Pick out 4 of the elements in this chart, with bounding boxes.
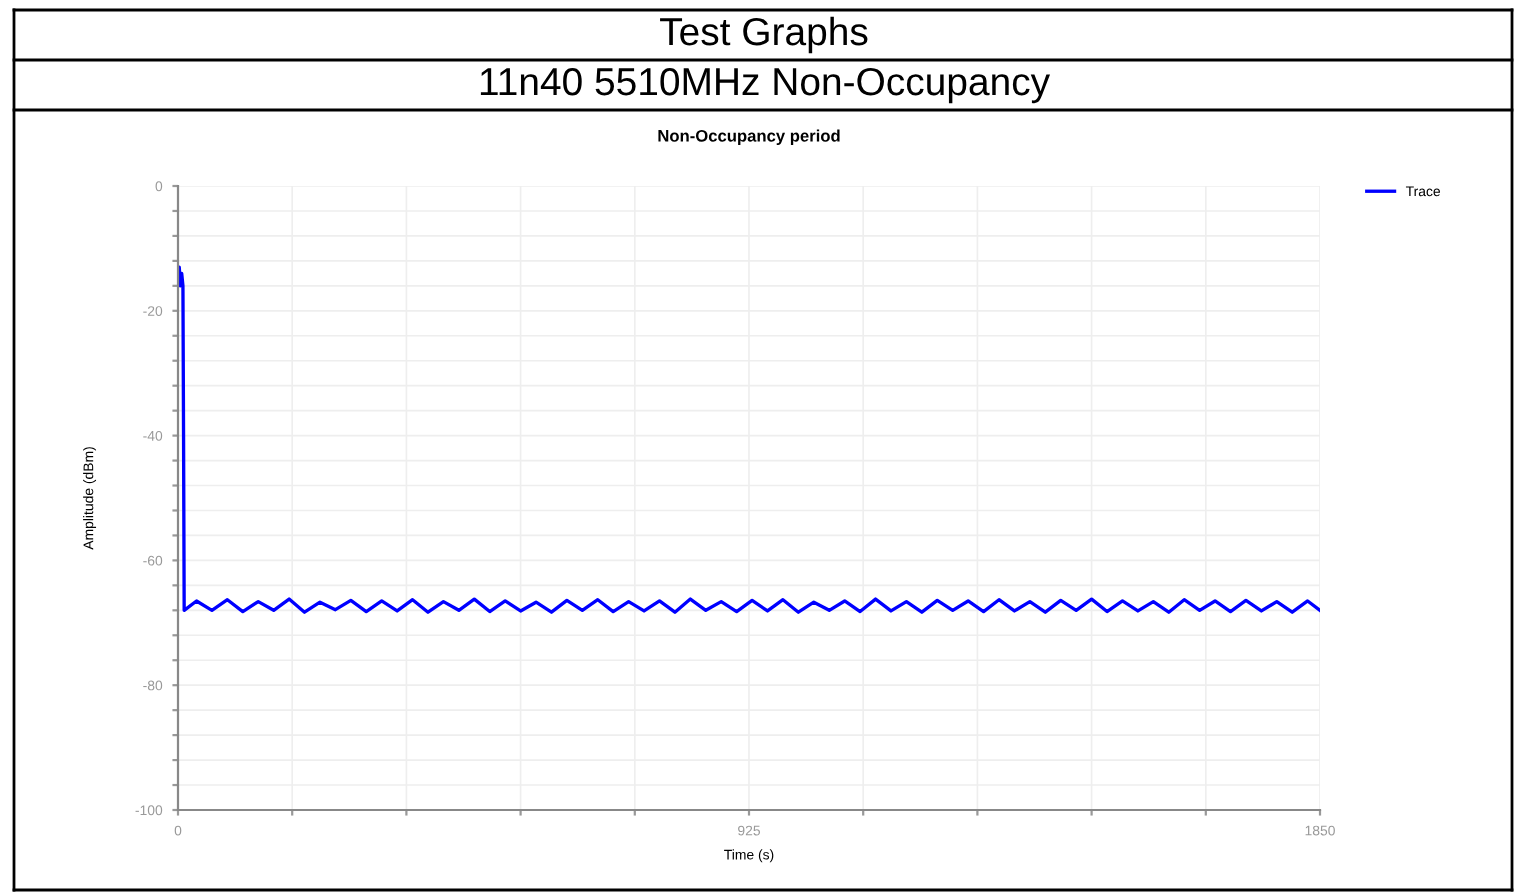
text: Test Graphs bbox=[660, 16, 868, 54]
line-series bbox=[178, 265, 1320, 614]
text: 11n40 5510MHz Non-Occupancy bbox=[480, 67, 1051, 104]
chart-title: Non-Occupancy period bbox=[658, 129, 840, 146]
